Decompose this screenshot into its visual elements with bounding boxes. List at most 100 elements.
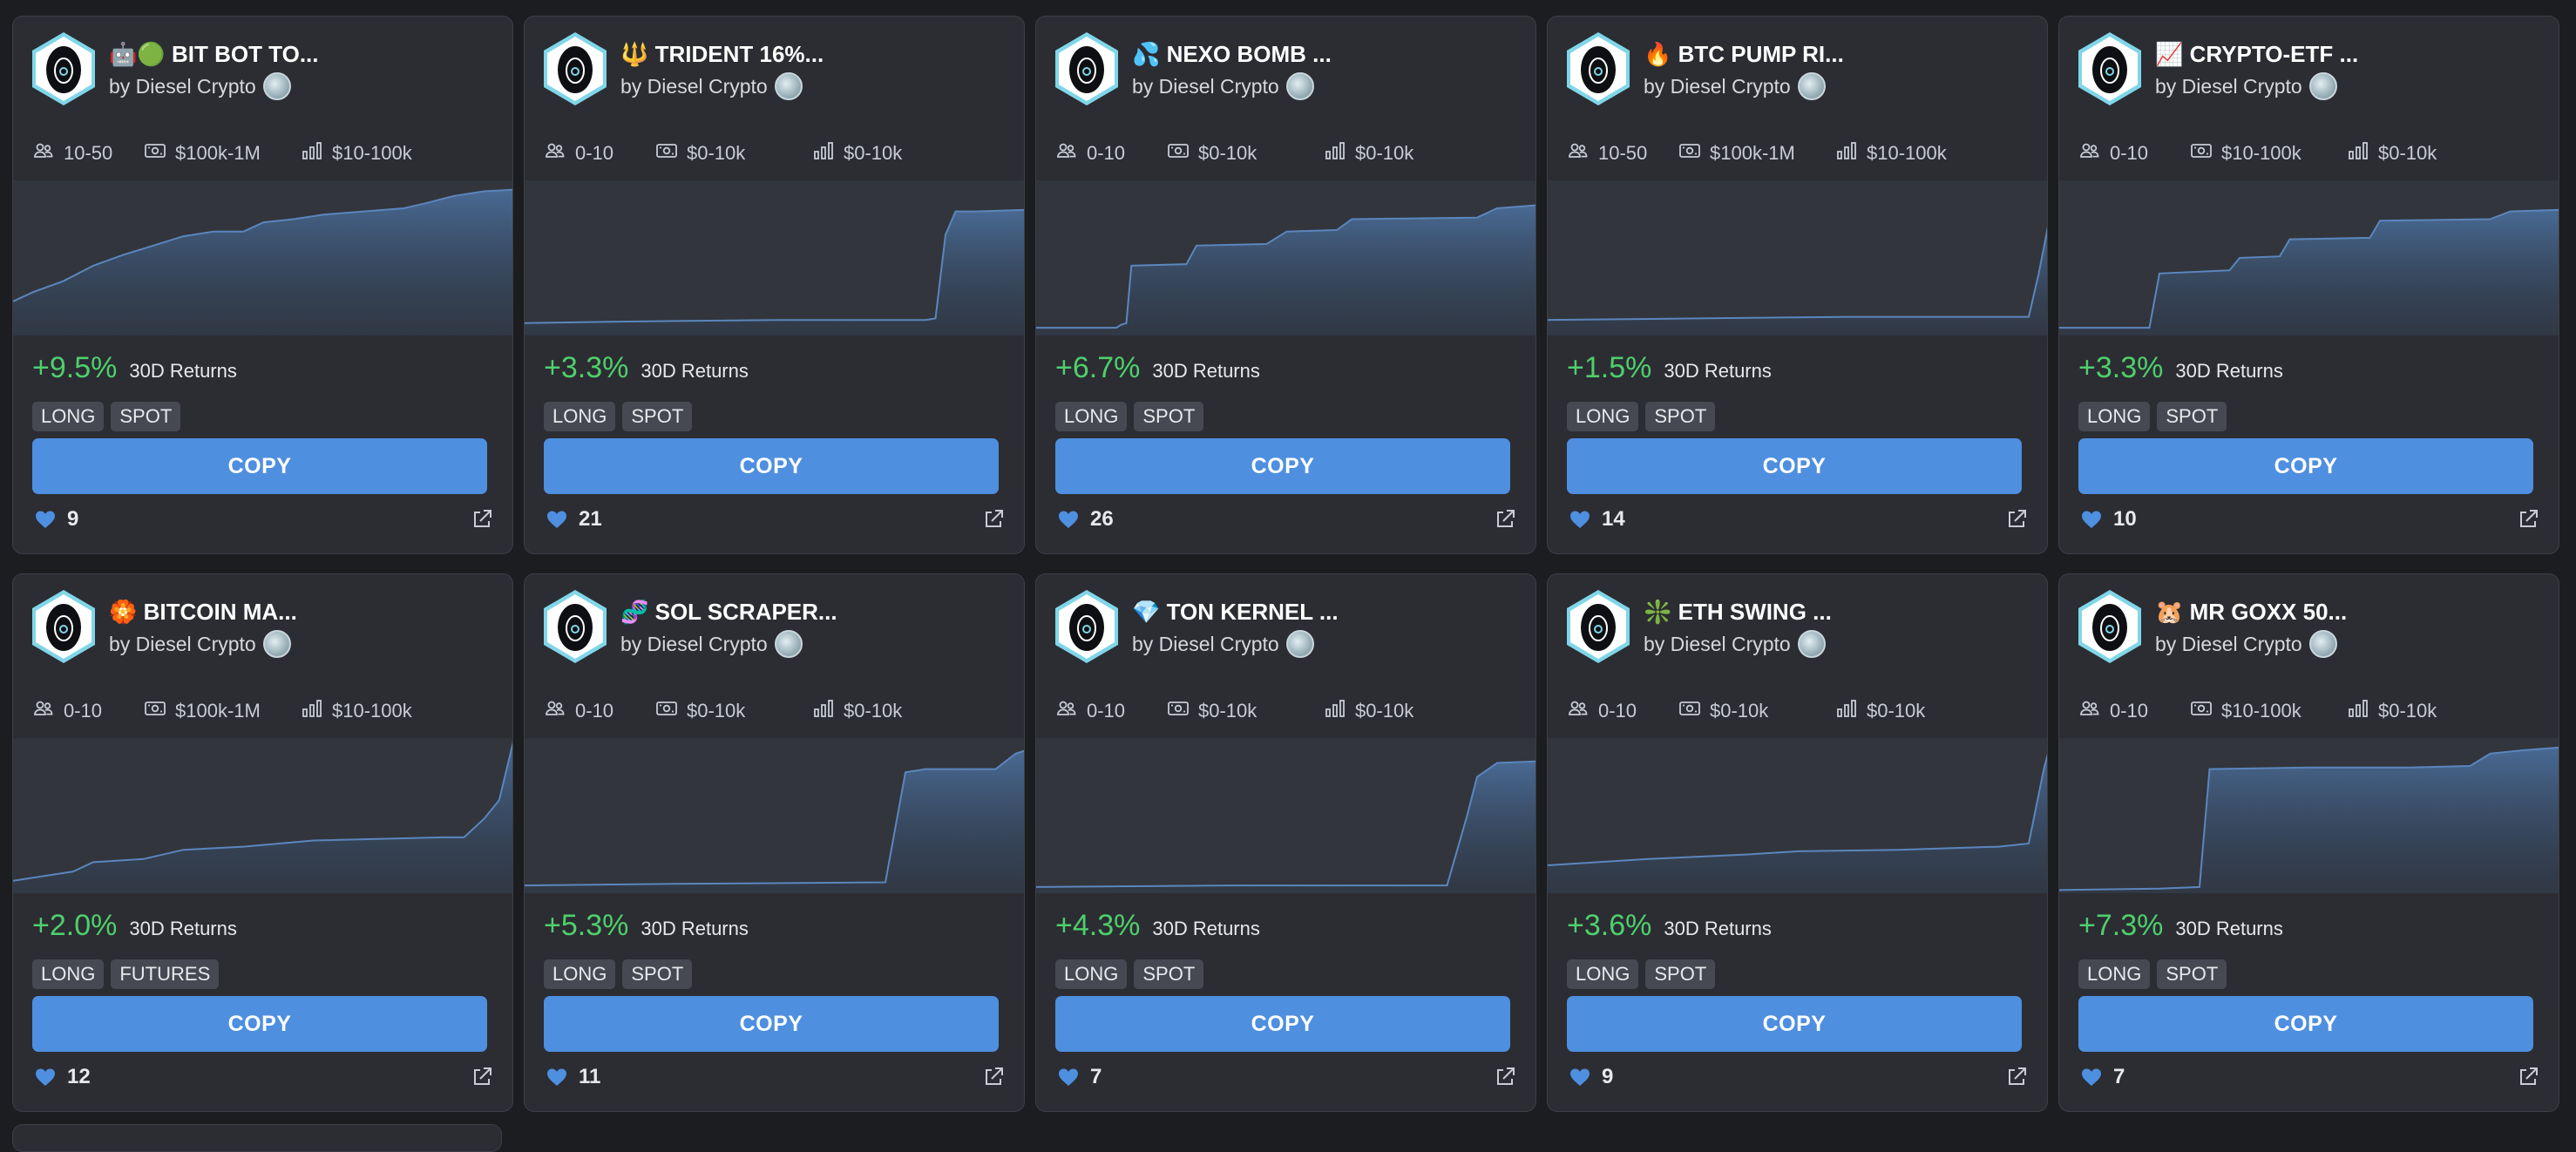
bot-avatar[interactable] (29, 588, 98, 665)
strategy-title[interactable]: ❇️ ETH SWING ... (1644, 599, 1832, 625)
external-link-icon[interactable] (2005, 508, 2028, 531)
strategy-card[interactable]: 💦 NEXO BOMB ... by Diesel Crypto 0-10 $0-10… (1035, 16, 1536, 554)
like-button[interactable]: 10 (2080, 507, 2137, 532)
stat-value: $0-10k (2378, 142, 2437, 164)
author-name[interactable]: by Diesel Crypto (1132, 632, 1279, 655)
strategy-card[interactable]: 🔥 BTC PUMP RI... by Diesel Crypto 10-50 $10… (1547, 16, 2048, 554)
author-name[interactable]: by Diesel Crypto (109, 74, 256, 98)
author-line[interactable]: by Diesel Crypto (1644, 72, 1826, 100)
strategy-card[interactable]: 🔱 TRIDENT 16%... by Diesel Crypto 0-10 $0-1… (524, 16, 1025, 554)
copy-button[interactable]: COPY (544, 996, 999, 1052)
tag-badge: LONG (1567, 959, 1639, 989)
bar-chart-icon (2347, 140, 2378, 166)
external-link-icon[interactable] (2005, 1066, 2028, 1088)
tag-badge: LONG (2078, 402, 2151, 431)
author-line[interactable]: by Diesel Crypto (109, 630, 291, 658)
strategy-card[interactable]: 💎 TON KERNEL ... by Diesel Crypto 0-10 $0-1… (1035, 573, 1536, 1112)
strategy-card[interactable]: 🤖🟢 BIT BOT TO... by Diesel Crypto 10-50 $10… (12, 16, 513, 554)
tag-badge: SPOT (2157, 402, 2227, 431)
returns-value: +5.3% (544, 909, 629, 942)
author-line[interactable]: by Diesel Crypto (109, 72, 291, 100)
author-line[interactable]: by Diesel Crypto (1132, 72, 1314, 100)
strategy-card[interactable]: 📈 CRYPTO-ETF ... by Diesel Crypto 0-10 $10-… (2058, 16, 2559, 554)
external-link-icon[interactable] (982, 1066, 1005, 1088)
strategy-card[interactable]: ❇️ ETH SWING ... by Diesel Crypto 0-10 $0-1… (1547, 573, 2048, 1112)
strategy-card[interactable]: 🏵️ BITCOIN MA... by Diesel Crypto 0-10 $100… (12, 573, 513, 1112)
external-link-icon[interactable] (1494, 508, 1516, 531)
author-name[interactable]: by Diesel Crypto (620, 632, 768, 655)
author-line[interactable]: by Diesel Crypto (1132, 630, 1314, 658)
strategy-card[interactable]: 🧬 SOL SCRAPER... by Diesel Crypto 0-10 $0-1… (524, 573, 1025, 1112)
strategy-title[interactable]: 🔥 BTC PUMP RI... (1644, 41, 1844, 67)
strategy-card[interactable]: 🐹 MR GOXX 50... by Diesel Crypto 0-10 $10-1… (2058, 573, 2559, 1112)
author-line[interactable]: by Diesel Crypto (2155, 630, 2337, 658)
bot-avatar[interactable] (1563, 588, 1633, 665)
bot-avatar[interactable] (2075, 30, 2145, 107)
bar-chart-icon (1324, 698, 1355, 724)
author-avatar (1285, 72, 1314, 100)
strategy-title[interactable]: 💎 TON KERNEL ... (1132, 599, 1339, 625)
tag-badge: LONG (1567, 402, 1639, 431)
copy-button[interactable]: COPY (544, 438, 999, 494)
external-link-icon[interactable] (982, 508, 1005, 531)
external-link-icon[interactable] (2517, 1066, 2539, 1088)
bot-avatar[interactable] (1052, 588, 1122, 665)
strategy-title[interactable]: 🧬 SOL SCRAPER... (620, 599, 837, 625)
tag-badge: LONG (32, 959, 105, 989)
users-icon (32, 698, 64, 724)
author-name[interactable]: by Diesel Crypto (2155, 632, 2302, 655)
external-link-icon[interactable] (2517, 508, 2539, 531)
copy-button[interactable]: COPY (32, 996, 487, 1052)
stat-1: 10-50 (32, 140, 112, 166)
bot-avatar[interactable] (1052, 30, 1122, 107)
stat-value: $0-10k (1198, 700, 1257, 722)
copy-button[interactable]: COPY (1567, 996, 2022, 1052)
copy-button[interactable]: COPY (2078, 438, 2533, 494)
stat-2: $10-100k (2190, 698, 2301, 724)
author-name[interactable]: by Diesel Crypto (620, 74, 768, 98)
author-line[interactable]: by Diesel Crypto (1644, 630, 1826, 658)
author-name[interactable]: by Diesel Crypto (1644, 632, 1791, 655)
tags-row: LONG SPOT (32, 402, 181, 431)
like-button[interactable]: 12 (34, 1065, 91, 1089)
bot-avatar[interactable] (540, 588, 610, 665)
author-name[interactable]: by Diesel Crypto (1132, 74, 1279, 98)
copy-button[interactable]: COPY (1055, 996, 1510, 1052)
strategy-title[interactable]: 🤖🟢 BIT BOT TO... (109, 41, 319, 67)
like-button[interactable]: 26 (1057, 507, 1114, 532)
strategy-title[interactable]: 💦 NEXO BOMB ... (1132, 41, 1332, 67)
like-button[interactable]: 9 (1569, 1065, 1613, 1089)
like-button[interactable]: 7 (2080, 1065, 2125, 1089)
copy-button[interactable]: COPY (1567, 438, 2022, 494)
strategy-title[interactable]: 📈 CRYPTO-ETF ... (2155, 41, 2359, 67)
author-name[interactable]: by Diesel Crypto (2155, 74, 2302, 98)
external-link-icon[interactable] (1494, 1066, 1516, 1088)
stat-value: $0-10k (1355, 142, 1414, 164)
author-line[interactable]: by Diesel Crypto (620, 72, 803, 100)
strategy-title[interactable]: 🐹 MR GOXX 50... (2155, 599, 2348, 625)
like-count: 26 (1090, 507, 1114, 531)
strategy-title[interactable]: 🔱 TRIDENT 16%... (620, 41, 824, 67)
strategy-title[interactable]: 🏵️ BITCOIN MA... (109, 599, 297, 625)
bot-avatar[interactable] (29, 30, 98, 107)
copy-button[interactable]: COPY (1055, 438, 1510, 494)
like-button[interactable]: 14 (1569, 507, 1625, 532)
author-line[interactable]: by Diesel Crypto (620, 630, 803, 658)
tags-row: LONG SPOT (544, 959, 693, 989)
external-link-icon[interactable] (471, 508, 493, 531)
users-icon (1055, 140, 1087, 166)
like-button[interactable]: 11 (546, 1065, 600, 1089)
bot-avatar[interactable] (2075, 588, 2145, 665)
author-name[interactable]: by Diesel Crypto (1644, 74, 1791, 98)
copy-button[interactable]: COPY (2078, 996, 2533, 1052)
copy-button[interactable]: COPY (32, 438, 487, 494)
external-link-icon[interactable] (471, 1066, 493, 1088)
stat-3: $10-100k (1835, 140, 1947, 166)
like-button[interactable]: 9 (34, 507, 78, 532)
bot-avatar[interactable] (1563, 30, 1633, 107)
like-button[interactable]: 21 (546, 507, 602, 532)
author-name[interactable]: by Diesel Crypto (109, 632, 256, 655)
bot-avatar[interactable] (540, 30, 610, 107)
author-line[interactable]: by Diesel Crypto (2155, 72, 2337, 100)
like-button[interactable]: 7 (1057, 1065, 1102, 1089)
